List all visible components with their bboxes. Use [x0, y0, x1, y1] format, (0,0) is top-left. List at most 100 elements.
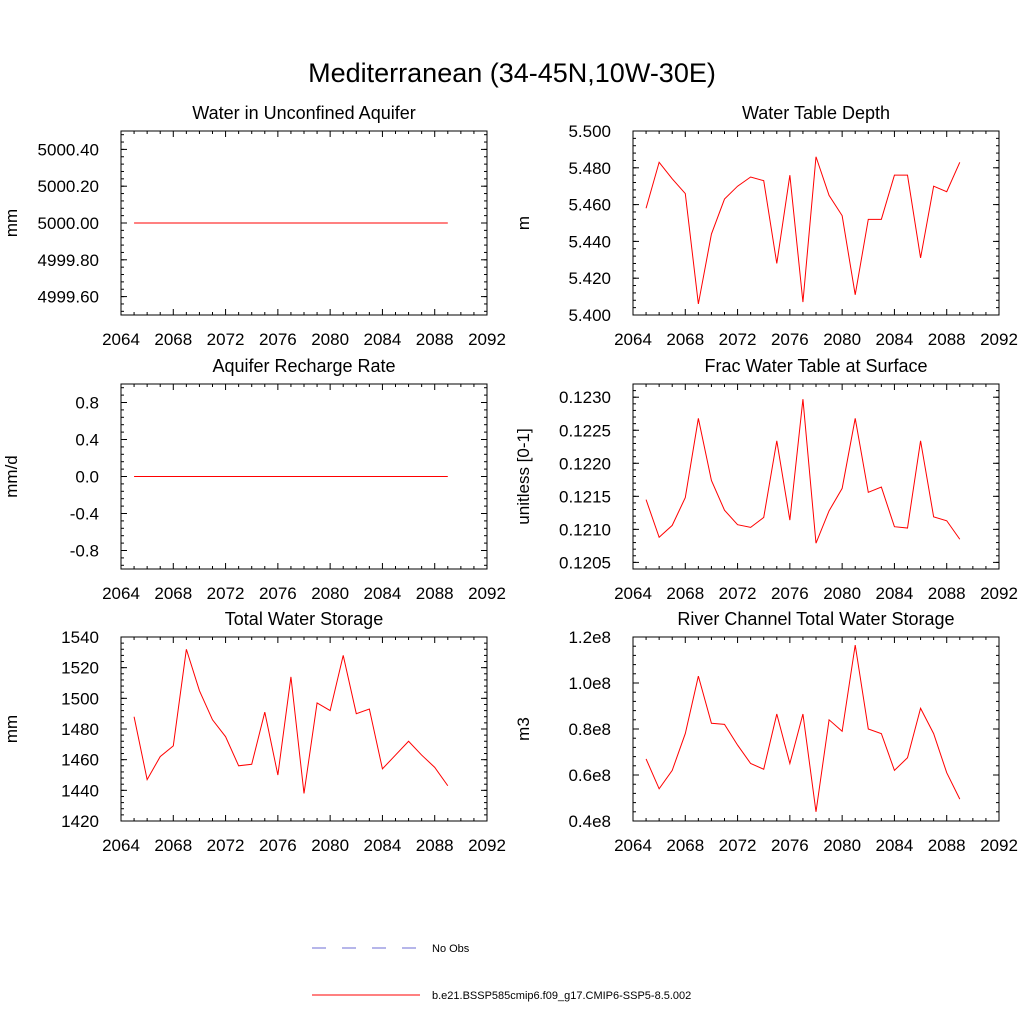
- y-tick-label: 0.1220: [559, 454, 611, 473]
- x-tick-label: 2092: [468, 584, 506, 603]
- x-tick-label: 2084: [364, 584, 402, 603]
- panel-title: River Channel Total Water Storage: [677, 609, 954, 629]
- x-tick-label: 2080: [823, 584, 861, 603]
- y-tick-label: 1.2e8: [568, 628, 611, 647]
- x-tick-label: 2068: [666, 836, 704, 855]
- y-tick-label: 0.4: [75, 431, 99, 450]
- x-tick-label: 2092: [468, 836, 506, 855]
- series-line-1: [133, 649, 449, 794]
- plot-frame: [632, 636, 1000, 822]
- x-tick-label: 2068: [666, 330, 704, 349]
- x-tick-label: 2064: [614, 836, 652, 855]
- x-tick-label: 2072: [207, 836, 245, 855]
- y-axis-label: mm: [2, 209, 21, 237]
- y-tick-label: 4999.80: [38, 251, 99, 270]
- y-tick-label: 5000.00: [38, 214, 99, 233]
- panel-1: 2064 2068 2072 2076 2080 2084 2088 2092 4999.60 4…: [2, 103, 506, 349]
- x-tick-label: 2088: [928, 584, 966, 603]
- x-tick-label: 2084: [876, 584, 914, 603]
- x-tick-label: 2088: [928, 836, 966, 855]
- y-tick-label: 5.440: [568, 232, 611, 251]
- x-tick-label: 2080: [823, 836, 861, 855]
- y-tick-label: 5000.20: [38, 177, 99, 196]
- x-tick-label: 2076: [259, 836, 297, 855]
- x-tick-label: 2072: [207, 330, 245, 349]
- x-tick-label: 2068: [154, 330, 192, 349]
- x-tick-label: 2072: [719, 584, 757, 603]
- y-axis-label: m: [514, 216, 533, 230]
- x-tick-label: 2072: [719, 836, 757, 855]
- panel-title: Aquifer Recharge Rate: [212, 356, 395, 376]
- panel-title: Water Table Depth: [742, 103, 890, 123]
- y-tick-label: 1420: [61, 812, 99, 831]
- x-tick-label: 2064: [614, 584, 652, 603]
- y-tick-label: -0.4: [70, 505, 99, 524]
- y-tick-label: 5.400: [568, 306, 611, 325]
- series-line-1: [645, 644, 961, 812]
- y-tick-label: 1520: [61, 659, 99, 678]
- x-tick-label: 2068: [154, 836, 192, 855]
- y-tick-label: 0.6e8: [568, 766, 611, 785]
- legend: No Obs b.e21.BSSP585cmip6.f09_g17.CMIP6-…: [312, 943, 691, 1002]
- series-line-1: [645, 399, 961, 544]
- x-tick-label: 2076: [771, 330, 809, 349]
- x-tick-label: 2092: [980, 330, 1018, 349]
- x-tick-label: 2080: [823, 330, 861, 349]
- panel-2: 2064 2068 2072 2076 2080 2084 2088 2092 5.400 5.4…: [514, 103, 1018, 349]
- x-tick-label: 2092: [980, 584, 1018, 603]
- x-tick-label: 2088: [416, 584, 454, 603]
- x-tick-label: 2076: [259, 584, 297, 603]
- y-axis-label: m3: [514, 717, 533, 741]
- panel-5: 2064 2068 2072 2076 2080 2084 2088 2092 1420 1440…: [2, 609, 506, 855]
- y-tick-label: 5.420: [568, 269, 611, 288]
- y-tick-label: 0.4e8: [568, 812, 611, 831]
- panel-4: 2064 2068 2072 2076 2080 2084 2088 2092 0.1205 0.…: [514, 356, 1018, 603]
- y-tick-label: 0.8: [75, 394, 99, 413]
- panel-title: Frac Water Table at Surface: [704, 356, 927, 376]
- panel-6: 2064 2068 2072 2076 2080 2084 2088 2092 0.4e8 0.6…: [514, 609, 1018, 855]
- legend-label-no-obs: No Obs: [432, 943, 470, 955]
- x-tick-label: 2084: [364, 836, 402, 855]
- y-tick-label: 5000.40: [38, 140, 99, 159]
- x-tick-label: 2084: [364, 330, 402, 349]
- x-tick-label: 2080: [311, 836, 349, 855]
- y-axis-label: mm: [2, 715, 21, 743]
- y-tick-label: 4999.60: [38, 288, 99, 307]
- x-tick-label: 2092: [468, 330, 506, 349]
- y-axis-label: mm/d: [2, 455, 21, 498]
- x-tick-label: 2076: [771, 836, 809, 855]
- y-tick-label: 0.1225: [559, 421, 611, 440]
- x-tick-label: 2072: [719, 330, 757, 349]
- y-tick-label: 5.500: [568, 122, 611, 141]
- y-tick-label: 5.480: [568, 159, 611, 178]
- x-tick-label: 2088: [416, 330, 454, 349]
- y-tick-label: 5.460: [568, 196, 611, 215]
- y-tick-label: 0.8e8: [568, 720, 611, 739]
- x-tick-label: 2064: [102, 584, 140, 603]
- y-tick-label: 0.1215: [559, 487, 611, 506]
- x-tick-label: 2088: [928, 330, 966, 349]
- y-tick-label: 0.1205: [559, 553, 611, 572]
- x-tick-label: 2076: [771, 584, 809, 603]
- x-tick-label: 2076: [259, 330, 297, 349]
- y-tick-label: 1.0e8: [568, 674, 611, 693]
- y-tick-label: 1440: [61, 781, 99, 800]
- y-tick-label: -0.8: [70, 542, 99, 561]
- x-tick-label: 2084: [876, 330, 914, 349]
- y-tick-label: 1480: [61, 720, 99, 739]
- y-tick-label: 1460: [61, 751, 99, 770]
- panels: 2064 2068 2072 2076 2080 2084 2088 2092 4999.60 4…: [2, 103, 1018, 855]
- panel-title: Water in Unconfined Aquifer: [192, 103, 415, 123]
- x-tick-label: 2072: [207, 584, 245, 603]
- y-tick-label: 0.0: [75, 468, 99, 487]
- y-tick-label: 1500: [61, 689, 99, 708]
- x-tick-label: 2068: [154, 584, 192, 603]
- x-tick-label: 2092: [980, 836, 1018, 855]
- x-tick-label: 2064: [102, 836, 140, 855]
- x-tick-label: 2084: [876, 836, 914, 855]
- panel-title: Total Water Storage: [225, 609, 383, 629]
- y-tick-label: 0.1210: [559, 520, 611, 539]
- x-tick-label: 2080: [311, 330, 349, 349]
- series-line-1: [645, 156, 961, 305]
